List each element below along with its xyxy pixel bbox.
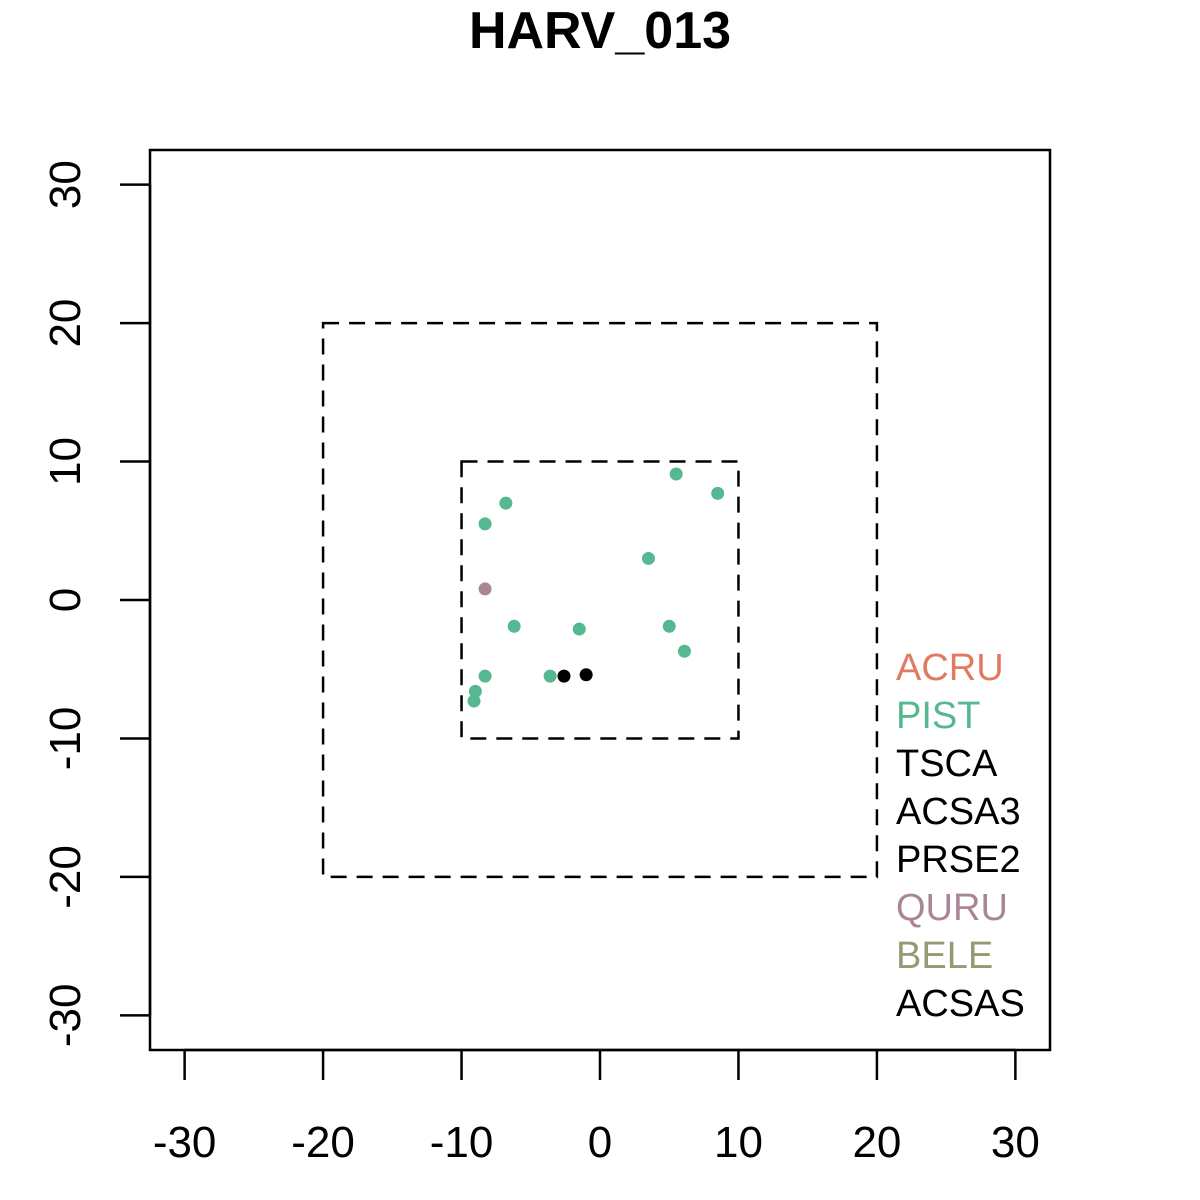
chart-title: HARV_013 xyxy=(469,2,731,60)
legend-item-acsas: ACSAS xyxy=(896,983,1025,1025)
x-tick-label: 10 xyxy=(714,1118,763,1167)
point-pist xyxy=(662,619,676,633)
y-tick-label: -20 xyxy=(41,845,90,909)
point-pist xyxy=(507,619,521,633)
legend-item-quru: QURU xyxy=(896,887,1008,929)
point-pist xyxy=(677,644,691,658)
y-tick-label: -10 xyxy=(41,707,90,771)
point-tsca xyxy=(579,668,593,682)
point-pist xyxy=(711,486,725,500)
y-tick-label: 30 xyxy=(41,160,90,209)
data-points xyxy=(467,467,725,708)
x-tick-label: -30 xyxy=(153,1118,217,1167)
y-axis: -30 -20 -10 0 10 20 30 xyxy=(41,160,152,1048)
dashed-square-20 xyxy=(321,321,879,879)
x-axis: -30 -20 -10 0 10 20 30 xyxy=(153,1048,1040,1167)
x-tick-label: -10 xyxy=(430,1118,494,1167)
legend-item-tsca: TSCA xyxy=(896,743,998,785)
legend-item-acru: ACRU xyxy=(896,647,1004,689)
point-pist xyxy=(478,669,492,683)
point-tsca xyxy=(557,669,571,683)
y-tick-label: -30 xyxy=(41,984,90,1048)
x-tick-label: 30 xyxy=(991,1118,1040,1167)
point-pist xyxy=(572,622,586,636)
point-pist xyxy=(669,467,683,481)
y-tick-label: 0 xyxy=(41,588,90,612)
x-tick-label: 20 xyxy=(852,1118,901,1167)
point-pist xyxy=(543,669,557,683)
point-quru xyxy=(478,582,492,596)
point-pist xyxy=(468,684,482,698)
point-pist xyxy=(478,517,492,531)
y-tick-label: 10 xyxy=(41,437,90,486)
point-pist xyxy=(641,551,655,565)
x-tick-label: 0 xyxy=(588,1118,612,1167)
x-tick-label: -20 xyxy=(291,1118,355,1167)
legend-item-pist: PIST xyxy=(896,695,980,737)
legend: ACRU PIST TSCA ACSA3 PRSE2 QURU BELE ACSAS xyxy=(896,647,1025,1025)
legend-item-prse2: PRSE2 xyxy=(896,839,1021,881)
point-pist xyxy=(499,496,513,510)
dashed-square-10 xyxy=(460,460,740,740)
point-pist xyxy=(467,694,481,708)
dashed-squares xyxy=(321,321,879,879)
legend-item-acsa3: ACSA3 xyxy=(896,791,1021,833)
y-tick-label: 20 xyxy=(41,299,90,348)
legend-item-bele: BELE xyxy=(896,935,993,977)
